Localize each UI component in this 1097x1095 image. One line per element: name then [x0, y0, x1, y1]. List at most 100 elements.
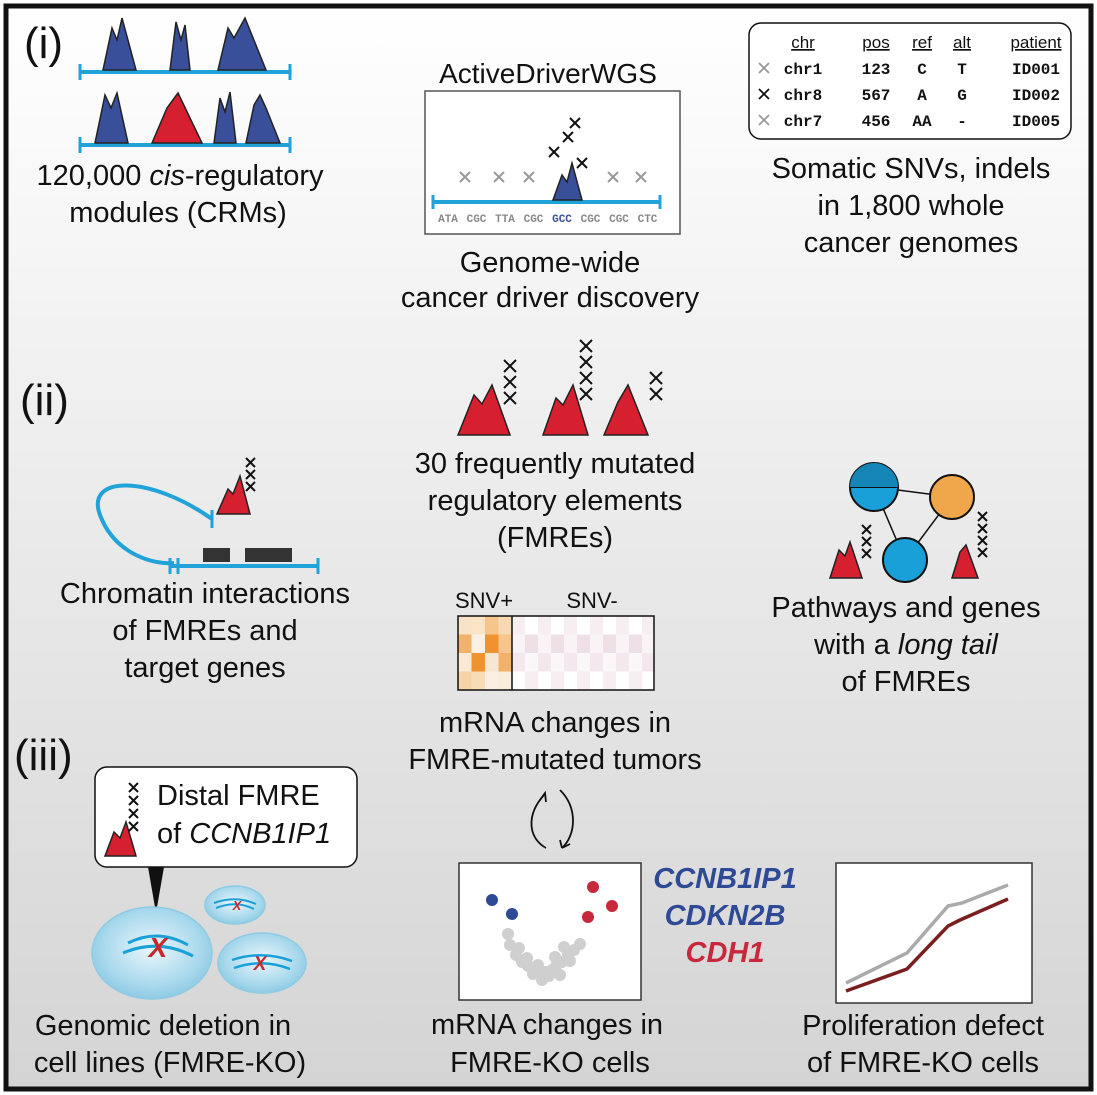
volcano-point-down: [486, 894, 498, 906]
fmre-caption-line1: 30 frequently mutated: [415, 448, 696, 480]
heatmap-cell: [577, 671, 590, 690]
heatmap-cell: [577, 616, 590, 635]
snv-table-header: pos: [862, 33, 889, 52]
gene-label: CCNB1IP1: [653, 863, 796, 895]
fmre-caption-line2: regulatory elements: [428, 485, 683, 517]
heatmap-cell: [642, 671, 655, 690]
gene-label: CDH1: [686, 937, 765, 969]
heatmap-cell: [629, 671, 642, 690]
heatmap-cell: [642, 616, 655, 635]
sequence-codon: CGC: [581, 214, 601, 226]
heatmap-cell: [471, 653, 485, 672]
heatmap-cell: [471, 616, 485, 635]
proliferation-caption-line2: of FMRE-KO cells: [807, 1047, 1039, 1079]
snv-table-cell: ID005: [1012, 113, 1060, 131]
fmre-peaks: [456, 339, 663, 436]
heatmap-cell: [485, 634, 499, 653]
heatmap-cell: [590, 653, 603, 672]
sequence-codon: GCC: [552, 214, 572, 226]
heatmap-cell: [616, 671, 629, 690]
heatmap-cell: [485, 671, 499, 690]
proliferation-line-control: [845, 883, 1009, 985]
snv-table-cell: chr1: [784, 61, 822, 79]
gene-label: CDKN2B: [665, 900, 786, 932]
callout-pointer: [148, 867, 164, 913]
heatmap-cell: [564, 671, 577, 690]
snv-table-cell: T: [957, 61, 967, 79]
snv-table-cell: A: [917, 87, 927, 105]
snv-table-cell: 456: [862, 113, 891, 131]
sequence-codon: CGC: [524, 214, 544, 226]
volcano-point: [564, 955, 576, 967]
volcano-point: [558, 941, 570, 953]
snv-table-header: alt: [953, 33, 971, 52]
snv-table-cell: -: [957, 113, 967, 131]
heatmap-cell: [458, 671, 472, 690]
tool-title: ActiveDriverWGS: [439, 58, 657, 89]
heatmap-cell: [564, 653, 577, 672]
heatmap-cell: [458, 616, 472, 635]
snv-table-cell: AA: [912, 113, 932, 131]
callout-text-line1: Distal FMRE: [157, 780, 320, 812]
sequence-codon: ATA: [438, 214, 458, 226]
tool-sequence-track: [431, 117, 662, 209]
snv-caption-line3: cancer genomes: [804, 227, 1018, 259]
volcano-point: [574, 938, 586, 950]
snv-row-mark-icon: [758, 62, 770, 74]
heatmap-cell: [525, 616, 538, 635]
heatmap-cell: [564, 634, 577, 653]
sequence-codon: CTC: [638, 214, 658, 226]
heatmap-cell: [590, 671, 603, 690]
callout-fmre-peak: [103, 782, 139, 857]
heatmap-cell: [512, 653, 525, 672]
tool-caption-line2: cancer driver discovery: [401, 282, 700, 314]
heatmap-cell: [642, 653, 655, 672]
heatmap-cell: [616, 616, 629, 635]
chromatin-caption-line1: Chromatin interactions: [60, 578, 350, 610]
pathway-network: [828, 462, 988, 583]
proliferation-panel: [835, 862, 1033, 1004]
heatmap-cell: [538, 653, 551, 672]
snv-table-panel: [748, 22, 1072, 140]
heatmap-cell: [512, 616, 525, 635]
crm-tracks: [78, 16, 292, 153]
gene-list: CCNB1IP1 CDKN2B CDH1: [653, 863, 796, 969]
heatmap-cell: [551, 671, 564, 690]
deletion-caption-line1: Genomic deletion in: [35, 1010, 291, 1042]
deletion-caption-line2: cell lines (FMRE-KO): [34, 1047, 306, 1079]
heatmap-cell: [525, 634, 538, 653]
heatmap-caption-line2: FMRE-mutated tumors: [408, 744, 701, 776]
cycle-arrows-icon: [530, 789, 574, 849]
pathways-caption-line3: of FMREs: [842, 666, 971, 698]
heatmap: [457, 615, 655, 691]
proliferation-line-ko: [845, 897, 1009, 993]
heatmap-cell: [603, 653, 616, 672]
volcano-point: [521, 952, 533, 964]
heatmap-cell: [551, 616, 564, 635]
heatmap-cell: [577, 653, 590, 672]
heatmap-label-snv-neg: SNV-: [566, 588, 617, 613]
crm-caption-line1: 120,000 cis-regulatory: [37, 160, 324, 192]
tool-panel: [424, 90, 681, 235]
heatmap-cell: [512, 634, 525, 653]
snv-table-cell: chr8: [784, 87, 822, 105]
heatmap-cell: [577, 634, 590, 653]
crm-caption-line2: modules (CRMs): [69, 197, 287, 229]
heatmap-cell: [538, 616, 551, 635]
snv-caption-line1: Somatic SNVs, indels: [772, 153, 1051, 185]
volcano-point-up: [587, 881, 599, 893]
volcano-point: [532, 959, 544, 971]
snv-table-cell: 567: [862, 87, 891, 105]
volcano-point: [554, 969, 566, 981]
heatmap-cell: [538, 634, 551, 653]
pathways-caption-line2: with a long tail: [813, 629, 999, 661]
pathways-caption-line1: Pathways and genes: [771, 592, 1040, 624]
heatmap-cell: [603, 616, 616, 635]
volcano-point: [502, 928, 514, 940]
chromatin-caption-line3: target genes: [124, 652, 285, 684]
volcano-point: [536, 974, 548, 986]
heatmap-cell: [498, 634, 512, 653]
snv-table: chr pos ref alt patient chr1 123 C T ID001 chr8 567…: [758, 33, 1062, 131]
